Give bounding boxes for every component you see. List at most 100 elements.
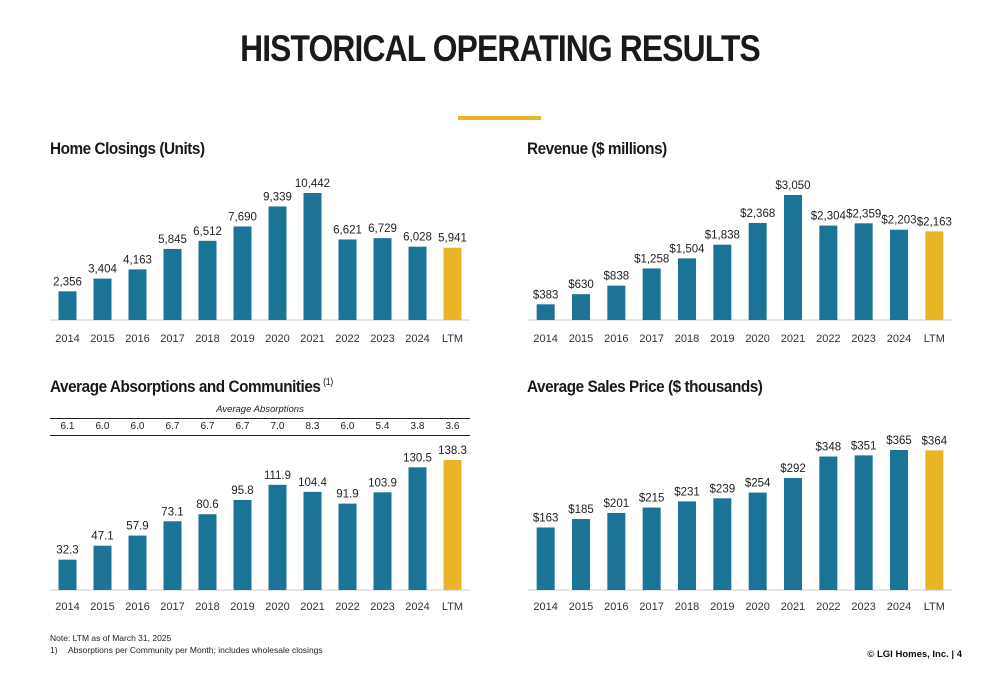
data-label: $239: [710, 483, 736, 495]
x-tick-label: 2023: [851, 333, 875, 345]
bar-2022: [338, 503, 357, 590]
absorption-value: 3.8: [410, 421, 425, 432]
notes: Note: LTM as of March 31, 2025 1) Absorpt…: [50, 632, 323, 656]
data-label: 6,512: [193, 226, 222, 238]
x-tick-label: 2019: [710, 601, 734, 613]
data-label: 138.3: [438, 445, 467, 457]
absorption-value: 3.6: [445, 421, 460, 432]
bar-LTM: [925, 450, 944, 590]
data-label: $215: [639, 493, 665, 505]
data-label: 57.9: [126, 521, 148, 533]
data-label: 47.1: [91, 531, 113, 543]
data-label: 91.9: [336, 489, 358, 501]
absorptions-communities-chart: 32.3 2014 47.1 2015 57.9 2016 73.1 2017 80.6 2018…: [50, 445, 470, 613]
bar-2024: [890, 229, 908, 320]
data-label: $1,504: [669, 243, 705, 255]
bar-2020: [268, 206, 287, 320]
data-label: $838: [604, 271, 630, 283]
data-label: $630: [568, 279, 594, 291]
bar-2023: [854, 455, 873, 590]
data-label: $231: [674, 486, 700, 498]
data-label: 4,163: [123, 254, 152, 266]
average-sales-price-title-text: Average Sales Price ($ thousands): [527, 377, 763, 396]
absorptions-communities-title-text: Average Absorptions and Communities: [50, 377, 321, 396]
bar-2014: [536, 527, 555, 590]
average-sales-price-title: Average Sales Price ($ thousands): [527, 377, 763, 397]
data-label: 103.9: [368, 477, 397, 489]
data-label: $364: [922, 435, 948, 447]
bar-LTM: [925, 231, 944, 320]
x-tick-label: 2021: [300, 601, 324, 613]
footer-copyright: © LGI Homes, Inc. | 4: [867, 649, 962, 660]
home-closings-title: Home Closings (Units): [50, 139, 205, 159]
x-tick-label: LTM: [442, 333, 463, 345]
x-tick-label: 2023: [851, 601, 875, 613]
bar-2014: [536, 304, 555, 320]
data-label: 73.1: [161, 506, 183, 518]
x-tick-label: 2014: [533, 333, 557, 345]
bar-2019: [713, 244, 732, 320]
x-tick-label: 2016: [125, 601, 149, 613]
bar-2019: [233, 499, 252, 590]
data-label: $1,838: [705, 230, 740, 242]
bar-LTM: [443, 460, 462, 590]
data-label: 111.9: [264, 470, 291, 482]
bar-2019: [713, 498, 732, 590]
x-tick-label: 2022: [816, 333, 840, 345]
x-tick-label: 2015: [90, 333, 114, 345]
footnote-number: 1): [50, 645, 58, 655]
x-tick-label: 2018: [195, 333, 219, 345]
footnote-text: Absorptions per Community per Month; inc…: [68, 645, 323, 655]
x-tick-label: 2020: [745, 601, 769, 613]
data-label: $2,368: [740, 208, 775, 220]
x-tick-label: 2014: [55, 601, 79, 613]
x-tick-label: 2024: [887, 601, 911, 613]
bar-2016: [128, 269, 147, 320]
bar-2018: [198, 514, 217, 590]
x-tick-label: 2018: [675, 333, 699, 345]
bar-2023: [373, 492, 392, 590]
data-label: 2,356: [53, 276, 82, 288]
x-tick-label: 2015: [569, 601, 593, 613]
bar-2024: [890, 450, 908, 590]
data-label: $292: [780, 463, 806, 475]
absorptions-caption: Average Absorptions: [216, 404, 304, 415]
x-tick-label: 2019: [230, 333, 254, 345]
x-tick-label: 2023: [370, 601, 394, 613]
absorptions-footnote-marker: (1): [323, 377, 333, 389]
bar-2019: [233, 226, 252, 320]
x-tick-label: 2020: [745, 333, 769, 345]
average-sales-price-chart: $163 2014 $185 2015 $201 2016 $215 2017 $231 2018…: [528, 435, 952, 613]
bar-2016: [128, 535, 147, 590]
x-tick-label: 2022: [335, 333, 359, 345]
absorption-value: 8.3: [305, 421, 320, 432]
x-tick-label: 2023: [370, 333, 394, 345]
revenue-chart: $383 2014 $630 2015 $838 2016 $1,258 2017 $1,504…: [528, 180, 952, 345]
bar-2022: [819, 456, 838, 590]
bar-2017: [642, 507, 661, 590]
x-tick-label: 2021: [781, 601, 805, 613]
absorptions-row: 6.1 6.0 6.0 6.7 6.7 6.7 7.0 8.3 6.0 5.4 3.8 3.6: [50, 418, 470, 436]
data-label: 6,028: [403, 232, 432, 244]
page-title: HISTORICAL OPERATING RESULTS: [240, 28, 761, 69]
x-tick-label: 2024: [405, 601, 429, 613]
data-label: 32.3: [56, 545, 78, 557]
home-closings-title-text: Home Closings (Units): [50, 139, 205, 158]
revenue-title: Revenue ($ millions): [527, 139, 667, 159]
absorption-value: 6.0: [340, 421, 355, 432]
x-tick-label: 2020: [265, 333, 289, 345]
x-tick-label: 2018: [195, 601, 219, 613]
data-label: 6,621: [333, 224, 362, 236]
bar-2022: [338, 239, 357, 320]
bar-LTM: [443, 247, 462, 320]
x-tick-label: 2015: [569, 333, 593, 345]
data-label: $2,203: [881, 215, 916, 227]
absorption-value: 6.0: [95, 421, 110, 432]
bar-2016: [607, 512, 626, 590]
bar-2022: [819, 225, 838, 320]
bar-2024: [408, 467, 427, 590]
x-tick-label: LTM: [924, 333, 945, 345]
data-label: $254: [745, 478, 771, 490]
x-tick-label: LTM: [442, 601, 463, 613]
absorption-value: 6.7: [165, 421, 180, 432]
